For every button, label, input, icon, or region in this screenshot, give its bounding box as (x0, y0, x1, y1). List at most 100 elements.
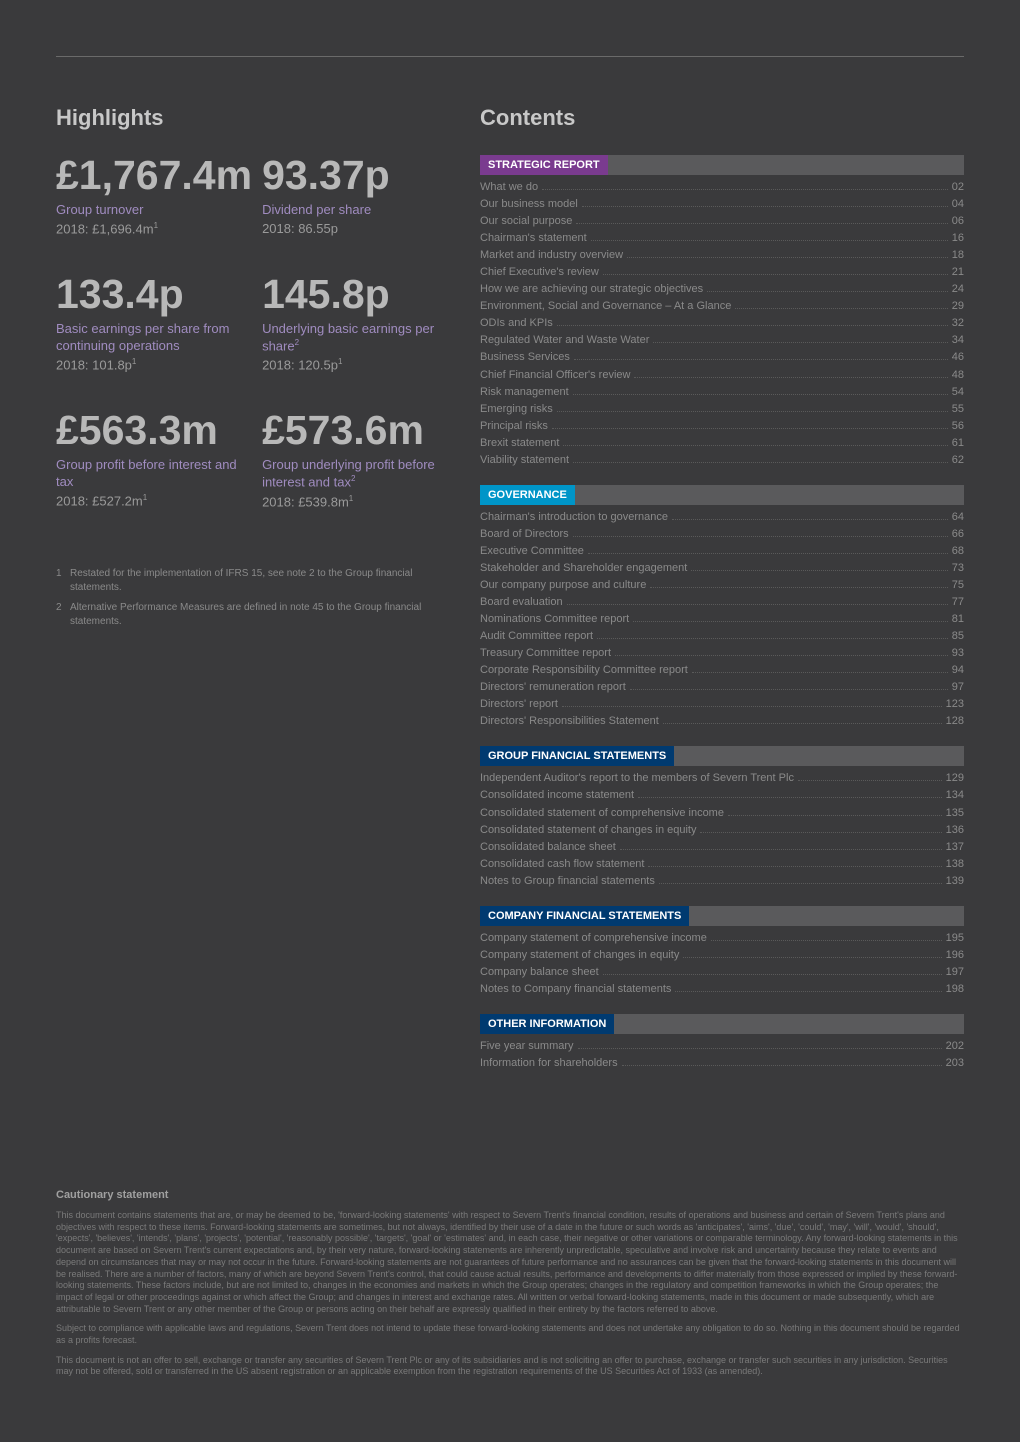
toc-page: 68 (952, 543, 964, 560)
toc-row[interactable]: Consolidated cash flow statement138 (480, 856, 964, 873)
stat-label-sup: 2 (295, 338, 299, 347)
toc-label: Chairman's statement (480, 230, 587, 247)
toc-row[interactable]: Our business model04 (480, 196, 964, 213)
toc-row[interactable]: Executive Committee68 (480, 543, 964, 560)
toc-page: 134 (946, 787, 964, 804)
toc-label: Notes to Company financial statements (480, 981, 671, 998)
toc-label: Consolidated cash flow statement (480, 856, 644, 873)
toc-row[interactable]: Company statement of comprehensive incom… (480, 930, 964, 947)
toc-page: 197 (946, 964, 964, 981)
toc-row[interactable]: Independent Auditor's report to the memb… (480, 770, 964, 787)
toc-row[interactable]: Regulated Water and Waste Water34 (480, 332, 964, 349)
toc-bar-rest (575, 485, 964, 505)
toc-dots (567, 604, 948, 605)
toc-row[interactable]: Nominations Committee report81 (480, 611, 964, 628)
toc-label: Five year summary (480, 1038, 574, 1055)
toc-label: Consolidated statement of changes in equ… (480, 822, 696, 839)
toc-row[interactable]: Board of Directors66 (480, 526, 964, 543)
toc-row[interactable]: Information for shareholders203 (480, 1055, 964, 1072)
stat-cell: £563.3mGroup profit before interest and … (56, 410, 252, 510)
toc-dots (603, 274, 948, 275)
toc-section-bar: GOVERNANCE (480, 485, 964, 505)
stat-label: Group underlying profit before interest … (262, 457, 456, 491)
toc-bar-rest (614, 1014, 964, 1034)
toc-row[interactable]: Chief Financial Officer's review48 (480, 367, 964, 384)
toc-page: 32 (952, 315, 964, 332)
toc-row[interactable]: Chairman's statement16 (480, 230, 964, 247)
toc-section: STRATEGIC REPORTWhat we do02Our business… (480, 155, 964, 469)
toc-dots (620, 849, 942, 850)
toc-row[interactable]: Company statement of changes in equity19… (480, 947, 964, 964)
toc-row[interactable]: Our social purpose06 (480, 213, 964, 230)
toc-row[interactable]: Notes to Company financial statements198 (480, 981, 964, 998)
toc-dots (634, 377, 947, 378)
toc-dots (638, 797, 942, 798)
stat-value: 93.37p (262, 155, 456, 196)
toc-section-bar: GROUP FINANCIAL STATEMENTS (480, 746, 964, 766)
toc-row[interactable]: Chairman's introduction to governance64 (480, 509, 964, 526)
toc-dots (711, 940, 942, 941)
stat-label: Dividend per share (262, 202, 456, 219)
toc-row[interactable]: Notes to Group financial statements139 (480, 873, 964, 890)
toc-section-title: GOVERNANCE (480, 485, 575, 505)
toc-row[interactable]: Corporate Responsibility Committee repor… (480, 662, 964, 679)
toc-dots (573, 394, 948, 395)
toc-label: Board of Directors (480, 526, 569, 543)
toc-page: 196 (946, 947, 964, 964)
toc-row[interactable]: Consolidated income statement134 (480, 787, 964, 804)
toc-dots (591, 240, 948, 241)
toc-label: Company statement of comprehensive incom… (480, 930, 707, 947)
toc-label: Business Services (480, 349, 570, 366)
toc-label: Directors' remuneration report (480, 679, 626, 696)
toc-row[interactable]: ODIs and KPIs32 (480, 315, 964, 332)
toc-row[interactable]: How we are achieving our strategic objec… (480, 281, 964, 298)
stat-value: 145.8p (262, 274, 456, 315)
toc-page: 123 (946, 696, 964, 713)
toc-label: Audit Committee report (480, 628, 593, 645)
toc-page: 56 (952, 418, 964, 435)
toc-row[interactable]: Market and industry overview18 (480, 247, 964, 264)
toc-row[interactable]: Principal risks 56 (480, 418, 964, 435)
toc-row[interactable]: Treasury Committee report93 (480, 645, 964, 662)
stat-prev: 2018: 86.55p (262, 221, 456, 238)
toc-row[interactable]: What we do02 (480, 179, 964, 196)
toc-page: 75 (952, 577, 964, 594)
toc-row[interactable]: Brexit statement61 (480, 435, 964, 452)
toc-dots (562, 706, 942, 707)
footnote-num: 2 (56, 601, 70, 629)
toc-label: Principal risks (480, 418, 548, 435)
footnote-text: Alternative Performance Measures are def… (70, 601, 456, 629)
toc-page: 46 (952, 349, 964, 366)
toc-row[interactable]: Business Services 46 (480, 349, 964, 366)
toc-row[interactable]: Company balance sheet197 (480, 964, 964, 981)
toc-row[interactable]: Chief Executive's review21 (480, 264, 964, 281)
toc-row[interactable]: Five year summary202 (480, 1038, 964, 1055)
toc-row[interactable]: Risk management54 (480, 384, 964, 401)
toc-row[interactable]: Consolidated statement of changes in equ… (480, 822, 964, 839)
toc-page: 129 (946, 770, 964, 787)
toc-dots (552, 428, 948, 429)
toc-row[interactable]: Audit Committee report85 (480, 628, 964, 645)
toc-row[interactable]: Directors' remuneration report97 (480, 679, 964, 696)
cautionary-paragraph: This document contains statements that a… (56, 1210, 964, 1315)
toc-row[interactable]: Stakeholder and Shareholder engagement73 (480, 560, 964, 577)
toc-row[interactable]: Consolidated balance sheet137 (480, 839, 964, 856)
cautionary-paragraph: Subject to compliance with applicable la… (56, 1323, 964, 1346)
toc-dots (728, 815, 942, 816)
toc-row[interactable]: Board evaluation77 (480, 594, 964, 611)
toc-row[interactable]: Our company purpose and culture75 (480, 577, 964, 594)
toc-dots (563, 445, 947, 446)
toc-row[interactable]: Emerging risks55 (480, 401, 964, 418)
toc-row[interactable]: Directors' Responsibilities Statement128 (480, 713, 964, 730)
stat-cell: 145.8pUnderlying basic earnings per shar… (262, 274, 456, 374)
toc-row[interactable]: Consolidated statement of comprehensive … (480, 805, 964, 822)
toc-page: 54 (952, 384, 964, 401)
toc-label: Chairman's introduction to governance (480, 509, 668, 526)
toc-row[interactable]: Environment, Social and Governance – At … (480, 298, 964, 315)
stat-cell: 93.37p Dividend per share 2018: 86.55p (262, 155, 456, 238)
toc-page: 02 (952, 179, 964, 196)
toc-page: 203 (946, 1055, 964, 1072)
toc-row[interactable]: Directors' report123 (480, 696, 964, 713)
toc-dots (578, 1048, 942, 1049)
toc-row[interactable]: Viability statement62 (480, 452, 964, 469)
